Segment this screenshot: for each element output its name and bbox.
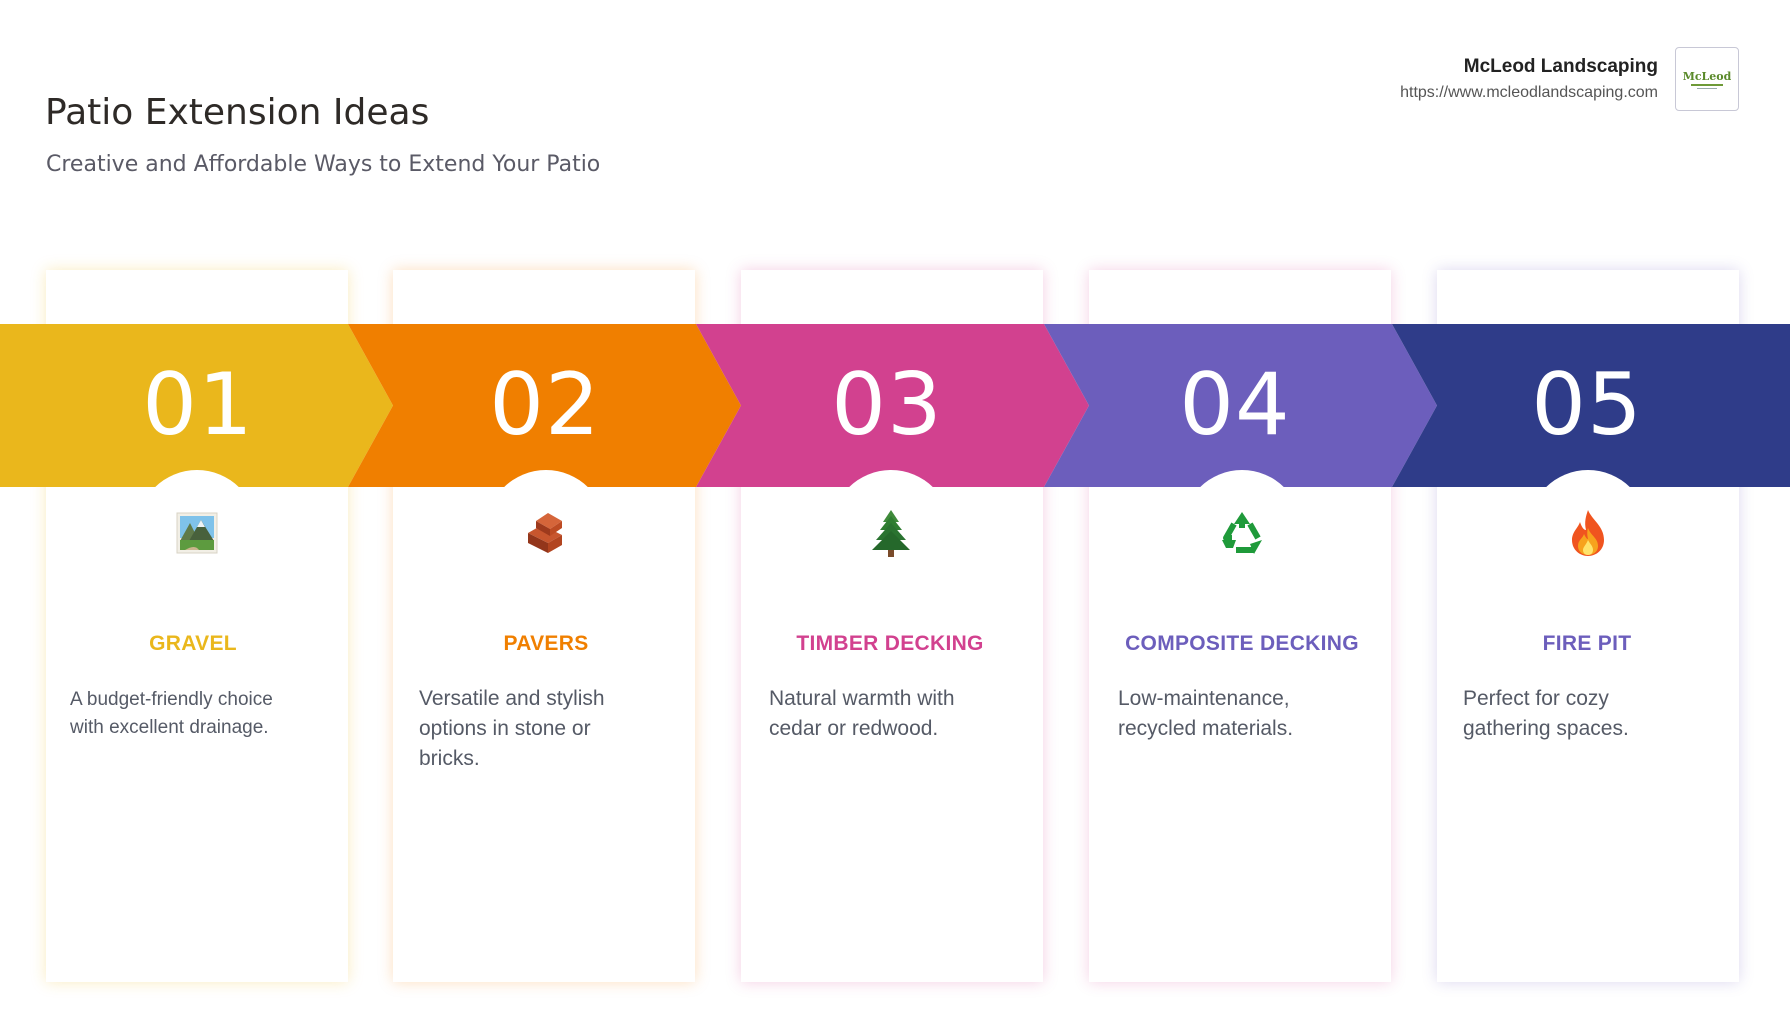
step-description-gravel: A budget-friendly choice with excellent … [70,689,273,738]
step-description-fire-pit: Perfect for cozy gathering spaces. [1463,687,1629,740]
chevron-segment-4 [1044,324,1437,487]
chevron-segment-1 [0,324,393,487]
step-number-1: 01 [142,355,254,455]
chevron-segment-2 [348,324,741,487]
landscape-photo-icon [167,505,227,560]
logo-image: McLeod [1683,70,1731,89]
brand-url[interactable]: https://www.mcleodlandscaping.com [1400,84,1658,101]
page-subtitle: Creative and Affordable Ways to Extend Y… [46,152,601,177]
chevron-band [0,324,1790,487]
evergreen-tree-icon [861,505,921,560]
step-number-5: 05 [1531,355,1643,455]
step-number-4: 04 [1179,355,1291,455]
page-title: Patio Extension Ideas [45,92,430,133]
fire-icon [1558,505,1618,560]
logo-wordmark: McLeod [1683,70,1731,83]
step-label-fire-pit: FIRE PIT [1542,632,1632,655]
icon-circle [1182,470,1302,590]
chevron-segment-5 [1392,324,1790,487]
brand-name: McLeod Landscaping [1463,56,1658,77]
step-description-composite-decking: Low-maintenance, recycled materials. [1118,687,1294,740]
chevron-segment-3 [696,324,1089,487]
step-label-timber-decking: TIMBER DECKING [796,632,984,655]
step-label-composite-decking: COMPOSITE DECKING [1125,632,1359,655]
step-label-gravel: GRAVEL [149,632,237,655]
recycle-icon [1212,505,1272,560]
brand-logo: McLeod [1675,47,1739,111]
step-label-pavers: PAVERS [503,632,589,655]
step-description-timber-decking: Natural warmth with cedar or redwood. [769,687,955,740]
step-number-3: 03 [831,355,943,455]
step-description-pavers: Versatile and stylish options in stone o… [419,687,605,770]
step-number-2: 02 [489,355,601,455]
brand-block: McLeod Landscaping https://www.mcleodlan… [1400,56,1658,102]
bricks-icon [516,505,576,560]
